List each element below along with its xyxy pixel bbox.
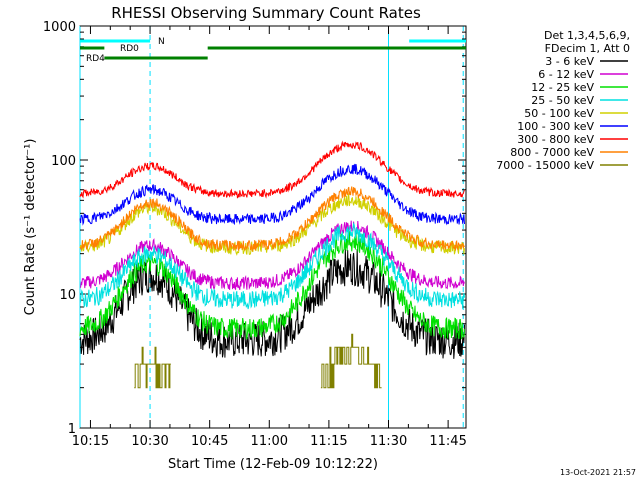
legend-entry: 12 - 25 keV [531,81,594,94]
legend-entry: 300 - 800 keV [517,133,594,146]
chart-title: RHESSI Observing Summary Count Rates [111,4,421,22]
legend-entry: 6 - 12 keV [538,68,594,81]
flag-label: RD4 [86,54,105,64]
legend-entry: 50 - 100 keV [524,107,594,120]
x-tick-label: 11:30 [370,434,407,449]
x-tick-label: 10:15 [72,434,109,449]
series-line [79,186,465,253]
y-tick-label: 10 [59,288,76,303]
series-line [79,140,465,199]
legend-entry: 25 - 50 keV [531,94,594,107]
x-tick-label: 11:45 [429,434,466,449]
legend-entry: 7000 - 15000 keV [496,159,594,172]
legend-entry: 800 - 7000 keV [510,146,594,159]
flag-label: RD0 [120,44,139,54]
y-tick-label: 100 [51,154,76,169]
series-line [79,163,465,226]
x-tick-label: 10:45 [191,434,228,449]
y-tick-label: 1 [68,422,76,437]
y-axis-label: Count Rate (s⁻¹ detector⁻¹) [23,139,38,316]
legend: Det 1,3,4,5,6,9,FDecim 1, Att 03 - 6 keV… [496,29,630,172]
legend-entry: 3 - 6 keV [545,55,594,68]
x-axis-label: Start Time (12-Feb-09 10:12:22) [168,457,378,472]
series-lines [79,140,465,389]
series-line [134,346,171,389]
x-tick-label: 11:15 [310,434,347,449]
series-line [320,333,382,389]
flag-bars: N RD0 RD4 [80,37,466,64]
x-tick-label: 11:00 [251,434,288,449]
legend-header: Det 1,3,4,5,6,9, [544,29,630,42]
x-tick-label: 10:30 [131,434,168,449]
series-line [79,221,465,310]
plot-frame: 10:15 10:30 10:45 11:00 11:15 11:30 11:45 1 10 10… [43,20,467,449]
legend-header: FDecim 1, Att 0 [545,42,630,55]
legend-entry: 100 - 300 keV [517,120,594,133]
y-tick-label: 1000 [43,20,76,35]
series-line [79,248,465,359]
flag-label: N [158,37,165,47]
footer-timestamp: 13-Oct-2021 21:57 [560,468,636,477]
series-line [79,230,465,340]
